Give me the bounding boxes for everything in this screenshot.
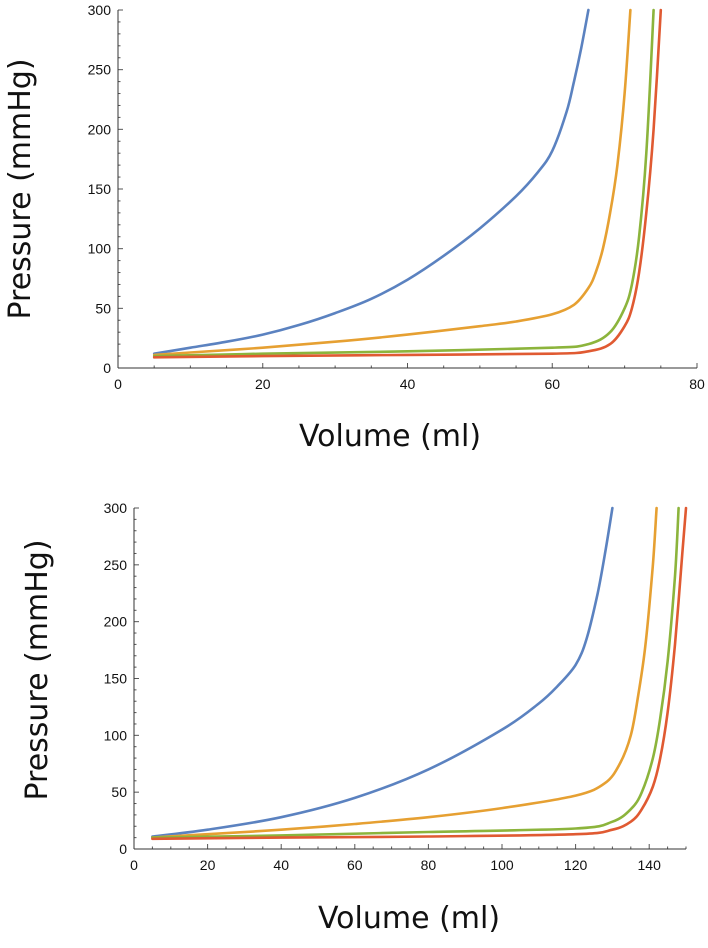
x-tick-label: 0 [130, 857, 138, 873]
x-tick-label: 0 [114, 376, 122, 392]
y-tick-label: 300 [88, 2, 112, 18]
y-axis-title: Pressure (mmHg) [3, 58, 38, 319]
series-line-red [151, 506, 688, 841]
y-tick-label: 300 [104, 500, 128, 516]
x-tick-label: 60 [347, 857, 363, 873]
y-tick-label: 150 [104, 671, 128, 687]
y-tick-label: 100 [104, 727, 128, 743]
x-tick-label: 20 [255, 376, 271, 392]
series-line-orange [151, 506, 658, 839]
x-tick-label: 120 [564, 857, 588, 873]
x-tick-label: 40 [400, 376, 416, 392]
y-tick-label: 100 [88, 241, 112, 257]
y-tick-label: 200 [104, 614, 128, 630]
x-axis-title: Volume (ml) [299, 419, 481, 454]
y-tick-label: 50 [111, 784, 127, 800]
series-line-green [151, 506, 680, 839]
x-tick-label: 80 [689, 376, 705, 392]
chart-2: 0 50 100 150 200 250 300 0 20 40 60 80 100 120 140 Volu… [20, 500, 688, 936]
series-line-orange [152, 8, 632, 357]
y-tick-label: 250 [104, 557, 128, 573]
x-tick-label: 40 [273, 857, 289, 873]
y-tick-label: 0 [119, 841, 127, 857]
y-tick-label: 0 [103, 360, 111, 376]
x-axis-title: Volume (ml) [318, 901, 500, 936]
series-line-blue [152, 8, 590, 355]
x-tick-label: 20 [200, 857, 216, 873]
series-line-green [152, 8, 655, 358]
x-tick-label: 100 [490, 857, 514, 873]
chart-1: 0 50 100 150 200 250 300 0 20 40 60 80 Volume (ml) Pr… [3, 2, 705, 454]
series-line-blue [151, 506, 614, 838]
y-tick-label: 50 [95, 300, 111, 316]
series-line-red [152, 8, 663, 359]
x-tick-label: 140 [638, 857, 662, 873]
x-tick-label: 60 [544, 376, 560, 392]
x-tick-label: 80 [421, 857, 437, 873]
y-axis-title: Pressure (mmHg) [20, 539, 55, 800]
y-tick-label: 250 [88, 62, 112, 78]
y-tick-label: 200 [88, 121, 112, 137]
y-tick-label: 150 [88, 181, 112, 197]
